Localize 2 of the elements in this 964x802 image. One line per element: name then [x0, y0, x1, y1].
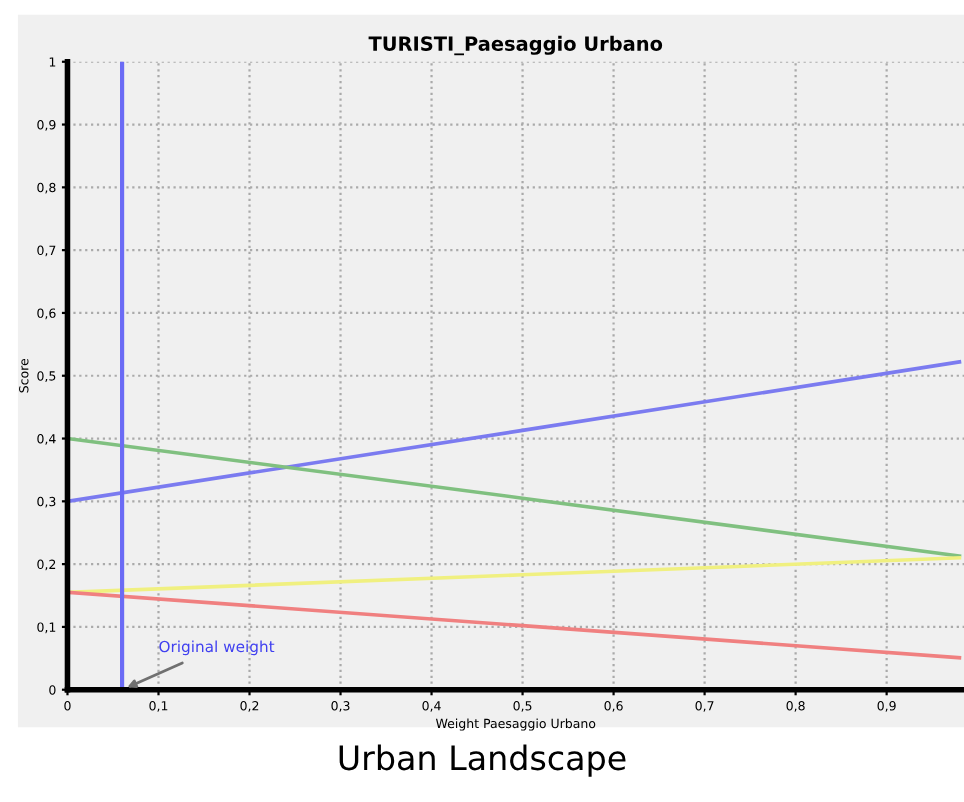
text: Urban Landscape: [339, 744, 626, 777]
chart-title: TURISTI_Paesaggio Urbano: [368, 35, 663, 56]
